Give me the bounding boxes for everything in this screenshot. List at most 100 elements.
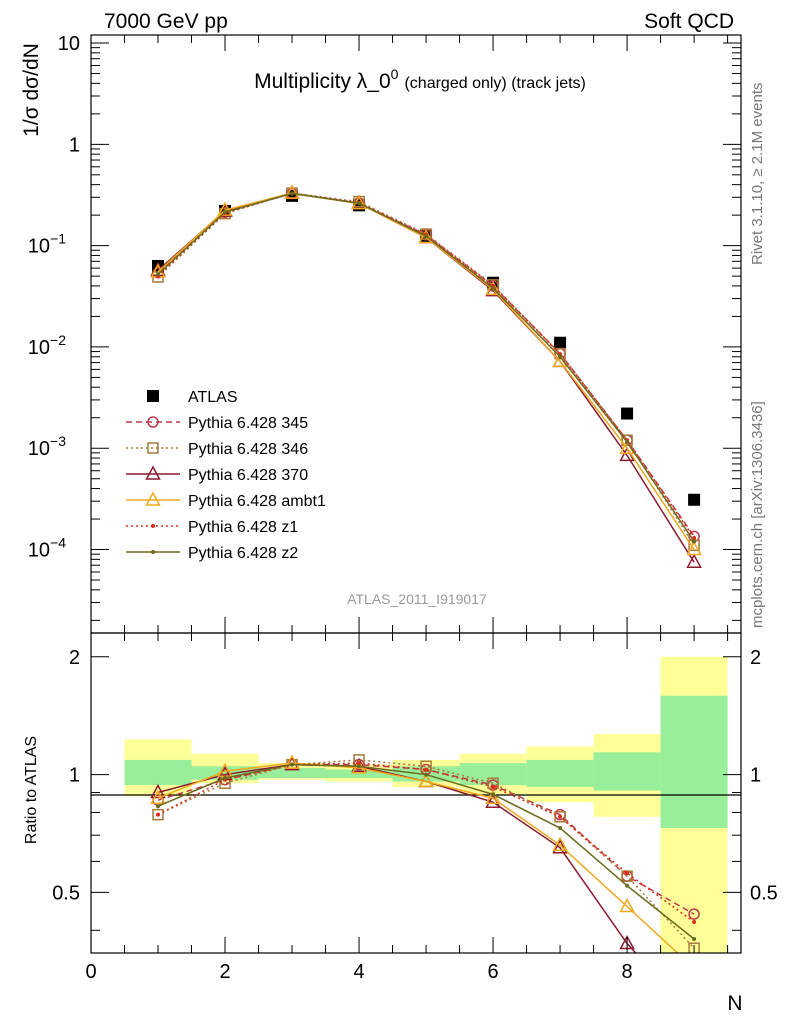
main-y-tick-label: 10: [58, 33, 80, 55]
legend-label-4: Pythia 6.428 ambt1: [188, 493, 326, 510]
ratio-series-point-3: [418, 772, 434, 788]
ratio-series-point-2: [688, 1010, 701, 1022]
ratio-plot: 0.5 0.5 1 1 2 2 0 2 4 6 8 Ratio to ATLAS N: [23, 632, 778, 1022]
ratio-series-point-4: [558, 814, 563, 819]
header-left: 7000 GeV pp: [104, 10, 228, 33]
ratio-series-point-3: [552, 836, 568, 851]
y-axis-label: 1/σ dσ/dN: [20, 43, 43, 137]
main-y-tick-exponent: −1: [50, 231, 66, 247]
ratio-series-point-5: [692, 937, 697, 942]
main-series-point-4: [485, 280, 501, 296]
ratio-series-layer: [150, 754, 701, 1022]
x-tick-label: 6: [487, 961, 498, 983]
ratio-band-stat-5: [459, 763, 527, 786]
legend-marker-4: [145, 491, 161, 506]
legend-marker-6: [151, 550, 155, 554]
main-y-tick-label: 10−2: [28, 332, 66, 359]
main-y-tick-base: 1: [69, 134, 80, 156]
ratio-y-axis-label: Ratio to ATLAS: [23, 736, 40, 844]
main-series-point-6: [625, 440, 630, 445]
main-plot-frame: [90, 34, 742, 634]
ratio-band-stat-3: [325, 769, 393, 778]
ratio-series-point-2: [351, 757, 367, 773]
ratio-y-tick-label-right: 2: [750, 647, 761, 669]
ratio-band-stat-8: [660, 695, 728, 829]
ratio-series-point-2: [552, 839, 568, 854]
main-series-point-0: [688, 493, 701, 506]
ratio-series-point-3: [688, 961, 701, 973]
ratio-band-stat-6: [526, 759, 594, 787]
main-y-tick-label: 10−1: [28, 231, 66, 258]
main-title: Multiplicity λ_00 (charged only) (track j…: [254, 66, 586, 93]
ratio-series-point-4: [692, 920, 697, 925]
ratio-y-tick-label-right: 1: [750, 765, 761, 787]
x-tick-label: 8: [622, 961, 633, 983]
legend-label-6: Pythia 6.428 z2: [188, 545, 298, 562]
main-series-point-4: [284, 184, 300, 199]
main-series-point-6: [491, 286, 496, 291]
ratio-series-point-4: [357, 761, 362, 766]
ratio-y-tick-label-right: 0.5: [750, 882, 778, 904]
ratio-band-stat-7: [593, 752, 661, 791]
ratio-series-point-5: [357, 764, 362, 769]
main-y-tick-label: 10−3: [28, 433, 66, 460]
x-tick-label: 0: [85, 961, 96, 983]
main-series-layer: [150, 184, 702, 568]
legend-marker-5: [151, 524, 155, 528]
main-series-point-2: [621, 434, 633, 446]
legend-label-1: Pythia 6.428 345: [188, 415, 308, 432]
ratio-series-point-3: [619, 897, 635, 913]
main-series-point-6: [223, 210, 228, 215]
ratio-y-tick-label: 2: [69, 647, 80, 669]
mcplots-label: mcplots.cern.ch [arXiv:1306.3436]: [749, 401, 766, 628]
main-y-tick-base: 10: [28, 540, 50, 562]
ratio-series-line-1: [157, 759, 695, 949]
header-right: Soft QCD: [644, 10, 734, 33]
ratio-series-point-1: [152, 808, 164, 821]
ratio-plot-frame: [90, 632, 742, 954]
legend-label-2: Pythia 6.428 346: [188, 441, 308, 458]
main-y-tick-base: 10: [58, 33, 80, 55]
ratio-series-point-5: [625, 883, 630, 888]
x-tick-label: 4: [353, 961, 364, 983]
ratio-series-point-4: [625, 871, 630, 876]
legend-marker-2: [147, 442, 159, 454]
ratio-series-point-3: [150, 789, 166, 804]
main-y-tick-label: 1: [69, 134, 80, 156]
main-y-tick-base: 10: [28, 236, 50, 258]
main-y-tick-base: 10: [28, 337, 50, 359]
main-y-tick-exponent: −4: [50, 535, 66, 551]
ratio-series-point-5: [424, 772, 429, 777]
ratio-series-point-5: [223, 775, 228, 780]
rivet-label: Rivet 3.1.10, ≥ 2.1M events: [749, 83, 766, 266]
main-title-text: Multiplicity λ_0: [254, 70, 391, 93]
ratio-series-point-5: [558, 826, 563, 831]
main-y-tick-base: 10: [28, 438, 50, 460]
main-series-point-4: [217, 201, 233, 216]
main-series-line-1: [157, 192, 695, 537]
legend-marker-0: [147, 390, 159, 402]
main-title-sup: 0: [391, 66, 399, 82]
main-title-suffix: (charged only) (track jets): [404, 75, 585, 92]
ratio-series-point-4: [156, 812, 161, 817]
legend-marker-3: [145, 465, 161, 480]
main-series-point-6: [156, 272, 161, 277]
ratio-series-point-5: [290, 762, 295, 767]
ratio-axis-ticks: 0.5 0.5 1 1 2 2 0 2 4 6 8: [52, 633, 778, 983]
main-series-point-6: [424, 234, 429, 239]
main-y-tick-exponent: −3: [50, 433, 66, 449]
main-series-point-6: [558, 354, 563, 359]
main-y-tick-label: 10−4: [28, 535, 66, 562]
main-series-point-6: [357, 201, 362, 206]
ratio-series-point-1: [554, 811, 566, 823]
ratio-series-point-5: [491, 792, 496, 797]
main-series-point-4: [686, 540, 702, 556]
ratio-series-point-5: [156, 804, 161, 809]
main-series-point-4: [418, 229, 434, 244]
main-series-point-0: [554, 336, 567, 349]
ratio-series-point-3: [284, 754, 300, 769]
ratio-uncertainty-bands: [124, 656, 728, 953]
main-plot: Multiplicity λ_00 (charged only) (track j…: [20, 33, 742, 634]
